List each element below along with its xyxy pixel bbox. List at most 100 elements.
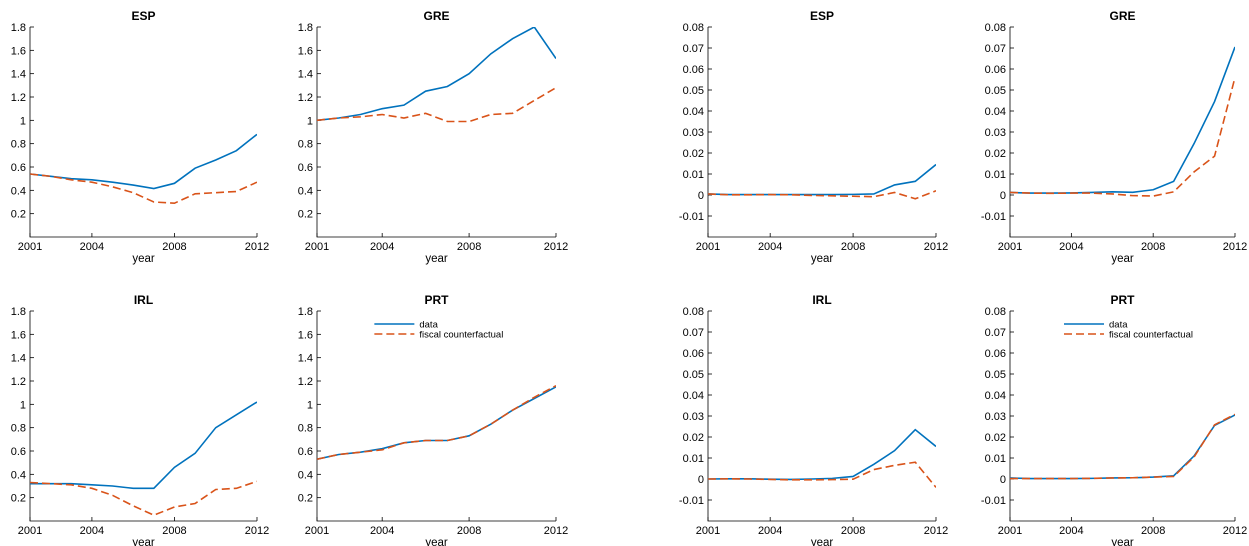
y-tick-label: -0.01 xyxy=(679,495,704,507)
series-line-fiscal-counterfactual xyxy=(30,173,257,204)
y-tick-label: 0.03 xyxy=(683,127,704,139)
y-tick-label: 0.07 xyxy=(683,43,704,55)
panel-title: GRE xyxy=(423,9,449,23)
y-tick-label: 0.05 xyxy=(985,369,1006,381)
x-tick-label: 2004 xyxy=(1059,241,1083,253)
y-tick-label: 0.07 xyxy=(985,327,1006,339)
x-tick-label: 2012 xyxy=(245,525,269,537)
panel-gre-left: 0.2 0.4 0.6 0.8 1 1.2 1.4 1.6 1.8 2001 2004 2008 201… xyxy=(298,9,569,265)
series-line-data xyxy=(30,401,257,490)
x-axis-label: year xyxy=(425,537,448,546)
x-tick-label: 2008 xyxy=(162,525,186,537)
x-axis-label: year xyxy=(425,253,448,265)
y-tick-label: 0.4 xyxy=(11,469,26,481)
y-tick-label: 0.07 xyxy=(985,43,1006,55)
panel-gre-right: -0.01 0 0.01 0.02 0.03 0.04 0.05 0.06 0.07 0.08 20… xyxy=(981,9,1247,265)
y-tick-label: 0.6 xyxy=(11,162,26,174)
series-line-fiscal-counterfactual xyxy=(708,190,936,200)
x-tick-label: 2001 xyxy=(696,525,720,537)
y-tick-label: 0.06 xyxy=(985,348,1006,360)
legend-label: fiscal counterfactual xyxy=(419,330,503,341)
y-tick-label: 1.6 xyxy=(298,329,313,341)
y-tick-label: 0.01 xyxy=(683,453,704,465)
panel-title: ESP xyxy=(131,9,155,23)
y-tick-label: 0.8 xyxy=(11,423,26,435)
legend-label: fiscal counterfactual xyxy=(1109,330,1193,341)
series-line-data xyxy=(708,428,936,481)
y-tick-label: 1.2 xyxy=(298,92,313,104)
y-tick-label: 1.8 xyxy=(11,22,26,34)
x-tick-label: 2008 xyxy=(1141,525,1165,537)
x-tick-label: 2004 xyxy=(1059,525,1083,537)
panel-esp-left: 0.2 0.4 0.6 0.8 1 1.2 1.4 1.6 1.8 2001 2004 2008 201… xyxy=(11,9,270,265)
series-line-fiscal-counterfactual xyxy=(317,86,556,123)
x-tick-label: 2001 xyxy=(18,525,42,537)
y-tick-label: 0.4 xyxy=(298,469,313,481)
x-tick-label: 2001 xyxy=(696,241,720,253)
series-line-data xyxy=(317,27,556,122)
panel-irl-right: -0.01 0 0.01 0.02 0.03 0.04 0.05 0.06 0.07 0.08 20… xyxy=(679,293,948,546)
y-tick-label: 1.4 xyxy=(11,353,26,365)
y-tick-label: -0.01 xyxy=(981,495,1006,507)
y-tick-label: 0.04 xyxy=(683,106,704,118)
y-tick-label: 0.06 xyxy=(683,348,704,360)
axes-frame xyxy=(29,27,257,238)
x-tick-label: 2004 xyxy=(80,241,104,253)
x-tick-label: 2001 xyxy=(998,241,1022,253)
y-tick-label: 1.4 xyxy=(298,69,313,81)
axes-frame xyxy=(707,27,936,238)
y-tick-label: 1 xyxy=(20,115,26,127)
y-tick-label: 0.04 xyxy=(985,106,1006,118)
y-tick-label: 1.2 xyxy=(298,376,313,388)
y-tick-label: 0.06 xyxy=(985,64,1006,76)
x-tick-label: 2004 xyxy=(370,525,394,537)
y-tick-label: 0.8 xyxy=(298,423,313,435)
x-axis-label: year xyxy=(132,253,155,265)
x-tick-label: 2012 xyxy=(1223,241,1247,253)
y-tick-label: 0 xyxy=(698,474,704,486)
y-tick-label: 0.2 xyxy=(11,493,26,505)
series-line-data xyxy=(30,133,257,190)
legend-label: data xyxy=(1109,320,1128,331)
y-tick-label: 0 xyxy=(698,190,704,202)
y-tick-label: 1.2 xyxy=(11,92,26,104)
axes-frame xyxy=(1009,27,1235,238)
series-line-fiscal-counterfactual xyxy=(1010,77,1235,197)
y-tick-label: 0.08 xyxy=(985,306,1006,318)
series-line-fiscal-counterfactual xyxy=(317,384,556,460)
y-tick-label: 0.02 xyxy=(683,148,704,160)
x-tick-label: 2012 xyxy=(544,241,568,253)
x-tick-label: 2008 xyxy=(841,241,865,253)
y-tick-label: 0 xyxy=(1000,190,1006,202)
y-tick-label: 1.4 xyxy=(11,69,26,81)
x-axis-label: year xyxy=(1111,253,1134,265)
series-line-data xyxy=(1010,46,1235,194)
x-tick-label: 2004 xyxy=(758,525,782,537)
x-tick-label: 2001 xyxy=(305,241,329,253)
x-tick-label: 2008 xyxy=(457,525,481,537)
x-axis-label: year xyxy=(132,537,155,546)
y-tick-label: 0.4 xyxy=(298,185,313,197)
series-line-data xyxy=(317,386,556,460)
series-line-fiscal-counterfactual xyxy=(708,461,936,488)
panel-irl-left: 0.2 0.4 0.6 0.8 1 1.2 1.4 1.6 1.8 2001 2004 2008 201… xyxy=(11,293,270,546)
x-tick-label: 2004 xyxy=(370,241,394,253)
x-tick-label: 2012 xyxy=(924,241,948,253)
x-tick-label: 2008 xyxy=(162,241,186,253)
y-tick-label: 0.05 xyxy=(985,85,1006,97)
y-tick-label: 1.6 xyxy=(11,45,26,57)
y-tick-label: 1.2 xyxy=(11,376,26,388)
y-tick-label: 0.05 xyxy=(683,369,704,381)
x-tick-label: 2001 xyxy=(18,241,42,253)
y-tick-label: 0.04 xyxy=(683,390,704,402)
y-tick-label: 0.2 xyxy=(298,209,313,221)
panel-title: GRE xyxy=(1109,9,1135,23)
y-tick-label: 0.01 xyxy=(985,169,1006,181)
y-tick-label: 1.8 xyxy=(298,22,313,34)
y-tick-label: 0.01 xyxy=(683,169,704,181)
x-axis-label: year xyxy=(1111,537,1134,546)
axes-frame xyxy=(316,27,556,238)
y-tick-label: 0.08 xyxy=(683,22,704,34)
axes-frame xyxy=(1009,311,1235,522)
